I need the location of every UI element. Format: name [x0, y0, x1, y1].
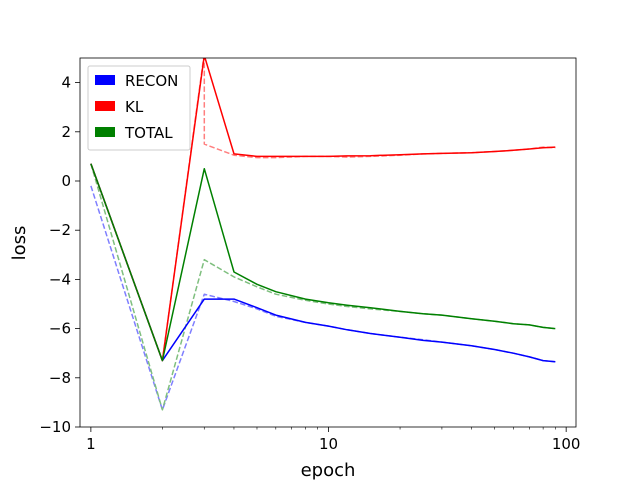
legend-swatch-total: [95, 127, 115, 137]
legend-label-recon: RECON: [125, 72, 178, 90]
series-line-kl-solid: [90, 58, 556, 362]
y-tick-label: −6: [49, 320, 71, 338]
y-tick-label: 2: [61, 123, 71, 141]
y-tick-label: 4: [61, 74, 71, 92]
series-line-total-dashed: [90, 163, 556, 411]
x-tick-label: 100: [552, 435, 581, 453]
y-tick-label: −8: [49, 369, 71, 387]
y-tick-label: 0: [61, 172, 71, 190]
legend-label-total: TOTAL: [124, 124, 173, 142]
x-axis-label: epoch: [301, 460, 356, 480]
legend-swatch-recon: [95, 75, 115, 85]
x-tick-label: 1: [86, 435, 96, 453]
legend: RECON KL TOTAL: [87, 65, 191, 151]
y-tick-label: −2: [49, 221, 71, 239]
ticks-layer: 1 10 100 −10 −8 −6 −4 −2 0 2 4: [39, 74, 580, 453]
y-tick-label: −4: [49, 270, 71, 288]
series-line-recon-dashed: [90, 185, 556, 411]
series-layer: [90, 58, 556, 411]
y-axis-label: loss: [9, 226, 30, 261]
plot-frame: [79, 57, 577, 428]
series-line-recon-solid: [90, 163, 556, 363]
y-tick-label: −10: [39, 418, 71, 436]
series-line-total-solid: [90, 163, 556, 362]
x-tick-label: 10: [319, 435, 338, 453]
legend-swatch-kl: [95, 101, 115, 111]
legend-label-kl: KL: [125, 98, 144, 116]
